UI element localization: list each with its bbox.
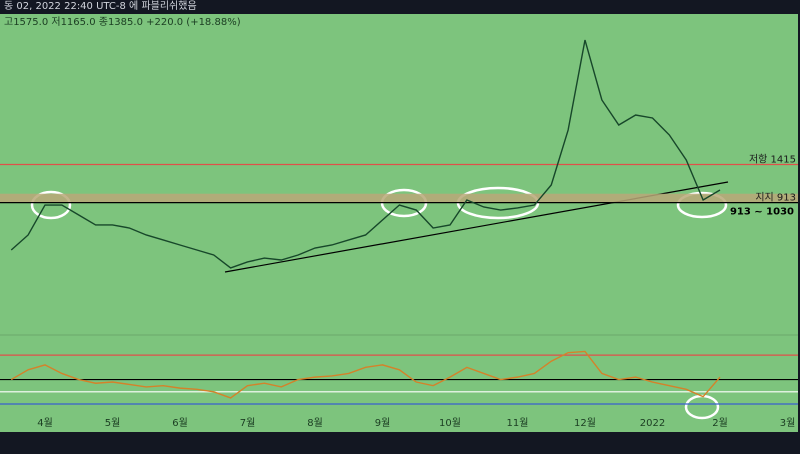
plot-area <box>0 14 798 432</box>
price-line <box>10 350 721 399</box>
x-tick-label: 2022 <box>640 418 665 429</box>
x-tick-label: 6월 <box>172 417 188 429</box>
x-tick-label: 7월 <box>240 417 256 429</box>
support-zone <box>0 193 798 203</box>
x-tick-label: 4월 <box>37 417 53 429</box>
price-line <box>10 39 721 269</box>
x-tick-label: 5월 <box>105 417 121 429</box>
level-label: 지지 913 <box>755 192 796 204</box>
zone-label: 913 ~ 1030 <box>730 207 794 218</box>
x-tick-label: 8월 <box>307 417 323 429</box>
header-ohlc: 고1575.0 저1165.0 종1385.0 +220.0 (+18.88%) <box>4 16 241 28</box>
x-tick-label: 12월 <box>574 417 596 429</box>
x-tick-label: 9월 <box>375 417 391 429</box>
level-label: 저항 1415 <box>749 154 796 166</box>
header-title: 동 02, 2022 22:40 UTC-8 에 파블리쉬했음 <box>4 0 197 12</box>
highlight-circle <box>676 191 728 219</box>
highlight-circle <box>30 190 72 220</box>
x-tick-label: 3월 <box>780 417 796 429</box>
x-tick-label: 2월 <box>712 417 728 429</box>
x-tick-label: 10월 <box>439 417 461 429</box>
x-tick-label: 11월 <box>507 417 529 429</box>
